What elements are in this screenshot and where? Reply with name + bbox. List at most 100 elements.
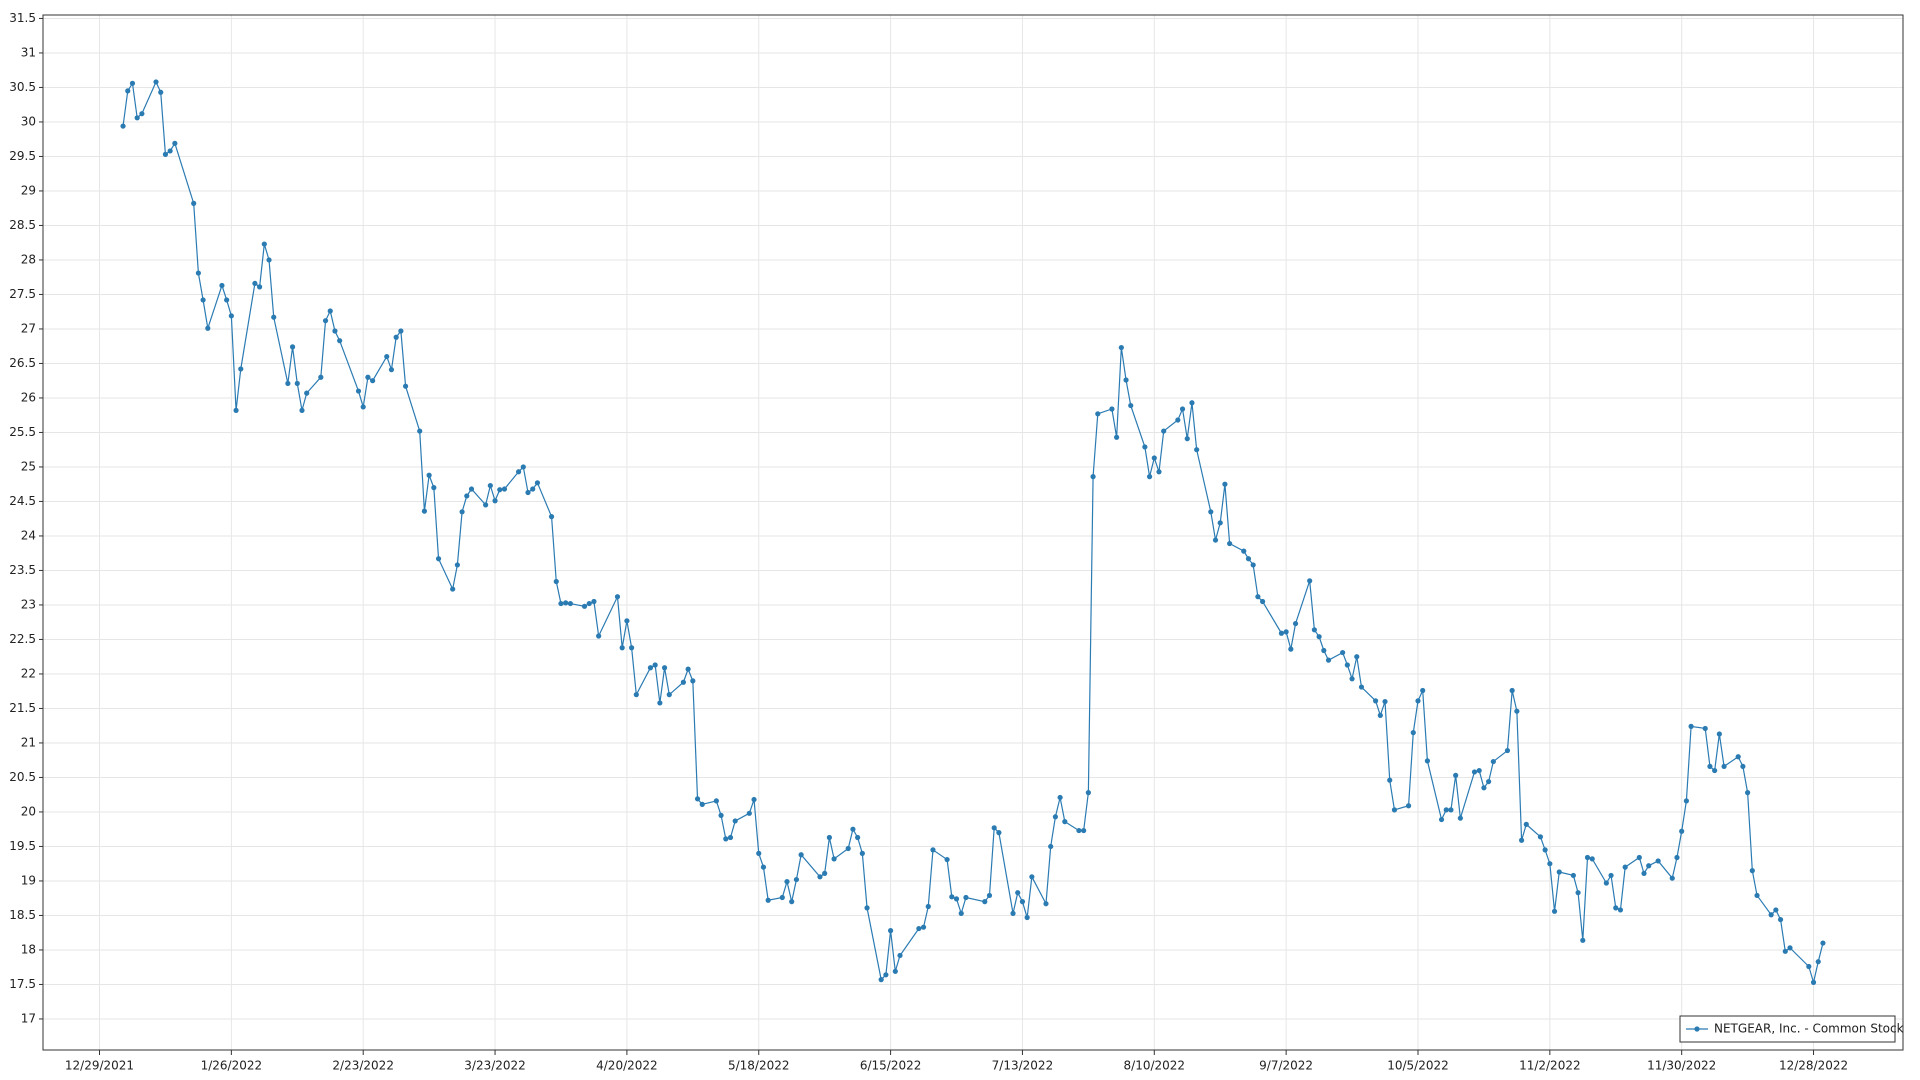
point (1382, 698, 1388, 705)
point (1504, 747, 1511, 754)
point (224, 297, 230, 303)
legend-label: NETGEAR, Inc. - Common Stock (1714, 1022, 1904, 1036)
point (1613, 905, 1619, 911)
point (450, 586, 456, 592)
point (619, 645, 625, 651)
point (690, 678, 696, 684)
y-tick-label: 22.5 (9, 632, 36, 646)
point (384, 353, 390, 360)
point (779, 894, 785, 901)
point (1118, 344, 1124, 351)
point (855, 834, 861, 841)
x-tick-label: 5/18/2022 (728, 1059, 790, 1073)
point (756, 850, 762, 856)
point (629, 645, 635, 651)
point (1321, 647, 1327, 654)
y-tick-label: 18 (21, 942, 36, 956)
point (1749, 868, 1755, 874)
legend: NETGEAR, Inc. - Common Stock (1679, 1015, 1904, 1043)
x-tick-label: 2/23/2022 (332, 1059, 394, 1073)
point (520, 464, 526, 470)
plot-frame (42, 14, 1904, 1051)
point (402, 383, 409, 389)
point (1048, 843, 1054, 850)
point (1575, 890, 1581, 896)
point (1212, 537, 1219, 543)
point (1156, 469, 1162, 475)
point (1669, 875, 1675, 881)
point (501, 486, 508, 492)
point (897, 952, 903, 959)
point (657, 700, 663, 706)
point (195, 270, 201, 276)
point (859, 850, 865, 856)
point (1471, 769, 1478, 775)
x-tick-label: 11/2/2022 (1519, 1059, 1581, 1073)
point (1453, 772, 1459, 778)
point (238, 366, 244, 372)
point (1311, 627, 1317, 633)
y-tick-label: 31.5 (9, 11, 36, 25)
point (431, 485, 437, 491)
point (1636, 854, 1642, 861)
point (1820, 940, 1826, 946)
point (1476, 767, 1482, 774)
point (1373, 698, 1379, 704)
point (1589, 856, 1595, 862)
point (322, 318, 329, 324)
point (1081, 827, 1087, 834)
point (1787, 945, 1793, 951)
point (294, 380, 300, 387)
point (765, 897, 771, 903)
point (1325, 657, 1332, 663)
point (1255, 594, 1261, 600)
point (1217, 520, 1223, 526)
x-tick-label: 10/5/2022 (1387, 1059, 1449, 1073)
point (760, 864, 767, 870)
point (1641, 870, 1647, 876)
point (949, 894, 955, 900)
point (464, 493, 470, 499)
point (1377, 712, 1383, 718)
point (1448, 807, 1454, 813)
point (1349, 676, 1355, 682)
point (953, 896, 960, 902)
point (360, 404, 366, 410)
point (789, 899, 795, 905)
point (567, 600, 573, 607)
point (558, 600, 564, 607)
point (817, 874, 823, 880)
point (285, 380, 291, 387)
point (1189, 400, 1195, 406)
y-tick-label: 21.5 (9, 701, 36, 715)
point (591, 598, 597, 605)
point (1655, 858, 1661, 864)
point (1278, 630, 1285, 636)
point (1142, 444, 1148, 450)
point (732, 818, 738, 824)
point (1782, 948, 1788, 954)
point (1095, 411, 1101, 417)
y-tick-label: 23 (21, 597, 36, 611)
point (845, 845, 851, 852)
point (228, 313, 234, 319)
point (1537, 834, 1544, 840)
y-tick-label: 22 (21, 666, 36, 680)
point (1227, 540, 1233, 547)
point (219, 282, 225, 289)
point (793, 876, 800, 883)
y-tick-label: 28 (21, 252, 36, 266)
point (205, 325, 211, 331)
point (139, 111, 145, 117)
point (784, 879, 790, 885)
x-tick-label: 1/26/2022 (201, 1059, 263, 1073)
point (1542, 847, 1548, 853)
y-tick-label: 28.5 (9, 218, 36, 232)
point (304, 390, 310, 396)
point (694, 796, 701, 802)
point (1551, 908, 1558, 914)
point (1019, 899, 1026, 905)
point (887, 928, 894, 934)
point (1076, 827, 1082, 834)
point (963, 894, 969, 901)
